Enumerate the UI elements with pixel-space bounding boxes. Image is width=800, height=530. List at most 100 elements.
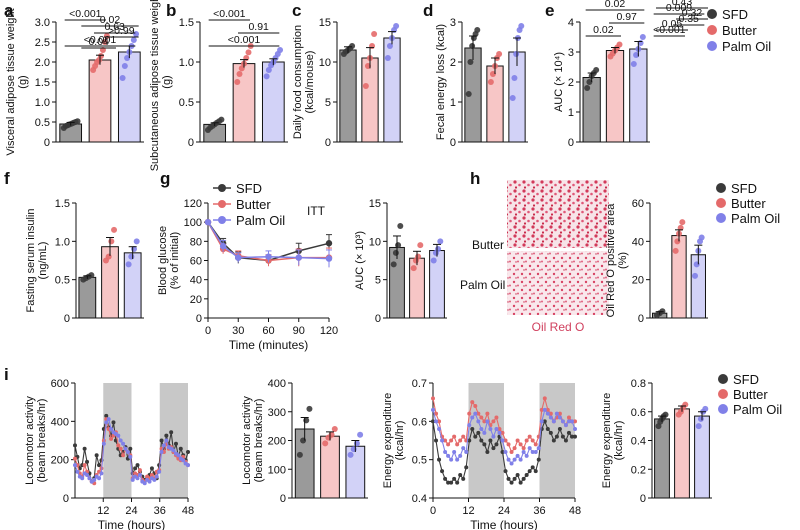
h_bar-point-palm-oil (692, 272, 699, 279)
f-ytick-label: 1.5 (55, 198, 70, 210)
legend-marker-palm-oil (707, 41, 717, 51)
j_line-point-palm-oil (566, 419, 571, 424)
h_bar-ytick-label: 20 (632, 275, 644, 287)
j_line-point-palm-oil (455, 457, 460, 462)
j_line-point-sfd (467, 438, 472, 443)
a-point-palm-oil (124, 55, 131, 61)
j_line-point-sfd (440, 469, 445, 474)
i_line-xtick-label: 12 (97, 505, 109, 517)
j_line-point-sfd (458, 473, 463, 477)
i_line-point-palm-oil (92, 477, 97, 482)
i_line-point-butter (116, 443, 121, 448)
j_line-point-palm-oil (503, 450, 508, 454)
i_line-ytick-label: 600 (51, 378, 69, 390)
j_bar-significance-label: 0.43 (672, 0, 693, 8)
j_line-point-palm-oil (461, 446, 466, 451)
i_bar-point-palm-oil (357, 431, 364, 438)
e-point-butter (616, 41, 623, 48)
j_line-point-palm-oil (506, 457, 511, 462)
i_line-ytick-label: 400 (51, 416, 69, 428)
a-significance-label: <0.001 (69, 8, 102, 20)
legend-marker-butter (707, 25, 717, 35)
j_line-point-palm-oil (560, 419, 565, 424)
i_line-point-palm-oil (128, 454, 133, 459)
j_bar-ytick-label: 0.4 (631, 436, 646, 448)
g_line-point-palm-oil (235, 254, 242, 261)
j_line-point-butter (539, 407, 544, 412)
e-ytick-label: 4 (568, 17, 574, 29)
j_bar-significance-label: 0.32 (682, 7, 703, 19)
j_line-point-sfd (455, 480, 460, 485)
i_bar-point-butter (331, 426, 338, 432)
chart-j_bar: 0 0.2 0.4 0.6 0.8 Energy expenditure (kcal/hr)… (601, 0, 712, 505)
h_bar-point-butter (672, 247, 679, 254)
i_line-point-palm-oil (137, 473, 142, 477)
d-bar-butter (486, 65, 504, 143)
i_bar-point-palm-oil (353, 440, 360, 447)
j_line-point-palm-oil (536, 446, 541, 451)
i_line-point-sfd (73, 443, 77, 448)
j_line-point-sfd (482, 442, 487, 447)
b-point-butter (245, 49, 252, 56)
g_line-point-palm-oil (204, 218, 212, 226)
i_line-point-butter (121, 453, 126, 458)
i_line-point-sfd (159, 438, 164, 443)
i_line-point-palm-oil (161, 443, 166, 448)
e-ytick-label: 3 (568, 47, 574, 59)
j_line-point-sfd (449, 480, 454, 485)
g_line-ytick-label: 40 (190, 275, 202, 287)
b-ytick-label: 0 (188, 137, 194, 149)
j_line-ytick-label: 0.4 (412, 493, 427, 505)
i_bar-point-palm-oil (347, 451, 354, 458)
j_line-point-palm-oil (464, 450, 469, 454)
i_line-point-butter (118, 446, 123, 451)
a-ytick-label: 1.5 (35, 77, 50, 89)
legend-h-label-sfd: SFD (731, 181, 757, 196)
legend-j-marker-butter (718, 389, 728, 399)
j_line-point-palm-oil (500, 438, 505, 443)
j_line-point-sfd (494, 442, 499, 447)
g_line-point-palm-oil (325, 255, 333, 262)
j_line-point-palm-oil (458, 453, 463, 458)
j_line-point-sfd (461, 476, 466, 481)
i_line-point-palm-oil (171, 448, 176, 453)
b-point-palm-oil (277, 47, 284, 53)
g_auc-point-palm-oil (435, 246, 442, 252)
b-point-palm-oil (263, 73, 270, 80)
legend-label-sfd: SFD (722, 7, 748, 22)
e-significance-label: 0.02 (593, 24, 614, 36)
c-point-butter (362, 83, 369, 89)
j_line-point-butter (497, 427, 502, 431)
c-ylabel: Daily food consumption (292, 25, 304, 139)
g_auc-ytick-label: 5 (375, 275, 381, 287)
i_bar-point-butter (322, 440, 329, 447)
i_line-point-palm-oil (109, 427, 114, 431)
i_line-point-sfd (164, 433, 169, 438)
i_bar-ytick-label: 100 (268, 464, 286, 476)
g_line-ytick-label: 80 (190, 236, 202, 248)
b-point-butter (234, 79, 241, 85)
g_line-series-palm-oil (207, 221, 330, 260)
panel-label-f: f (4, 169, 10, 188)
j_line-point-palm-oil (440, 438, 445, 443)
i_line-xlabel: Time (hours) (98, 518, 166, 530)
f-point-palm-oil (125, 261, 132, 268)
i_bar-point-palm-oil (350, 446, 357, 453)
i_bar-ytick-label: 200 (268, 436, 286, 448)
i_bar-point-sfd (300, 437, 307, 444)
c-point-sfd (349, 43, 356, 49)
chart-i_line: 0 200 400 600 Locomotor activity (beam breaks… (24, 378, 194, 530)
g_line-xtick-label: 0 (205, 325, 211, 337)
j_line-point-palm-oil (521, 450, 526, 454)
b-bar-butter (232, 63, 256, 143)
g_auc-point-sfd (397, 223, 404, 229)
j_line-point-butter (494, 415, 499, 420)
j_line-point-butter (521, 446, 526, 451)
j_line-point-sfd (524, 473, 529, 477)
a-point-palm-oil (119, 75, 126, 81)
a-ytick-label: 3.0 (35, 17, 50, 29)
j_line-xtick-label: 24 (498, 505, 510, 517)
b-point-sfd (218, 116, 225, 123)
g_line-legend-marker-sfd (218, 184, 226, 192)
